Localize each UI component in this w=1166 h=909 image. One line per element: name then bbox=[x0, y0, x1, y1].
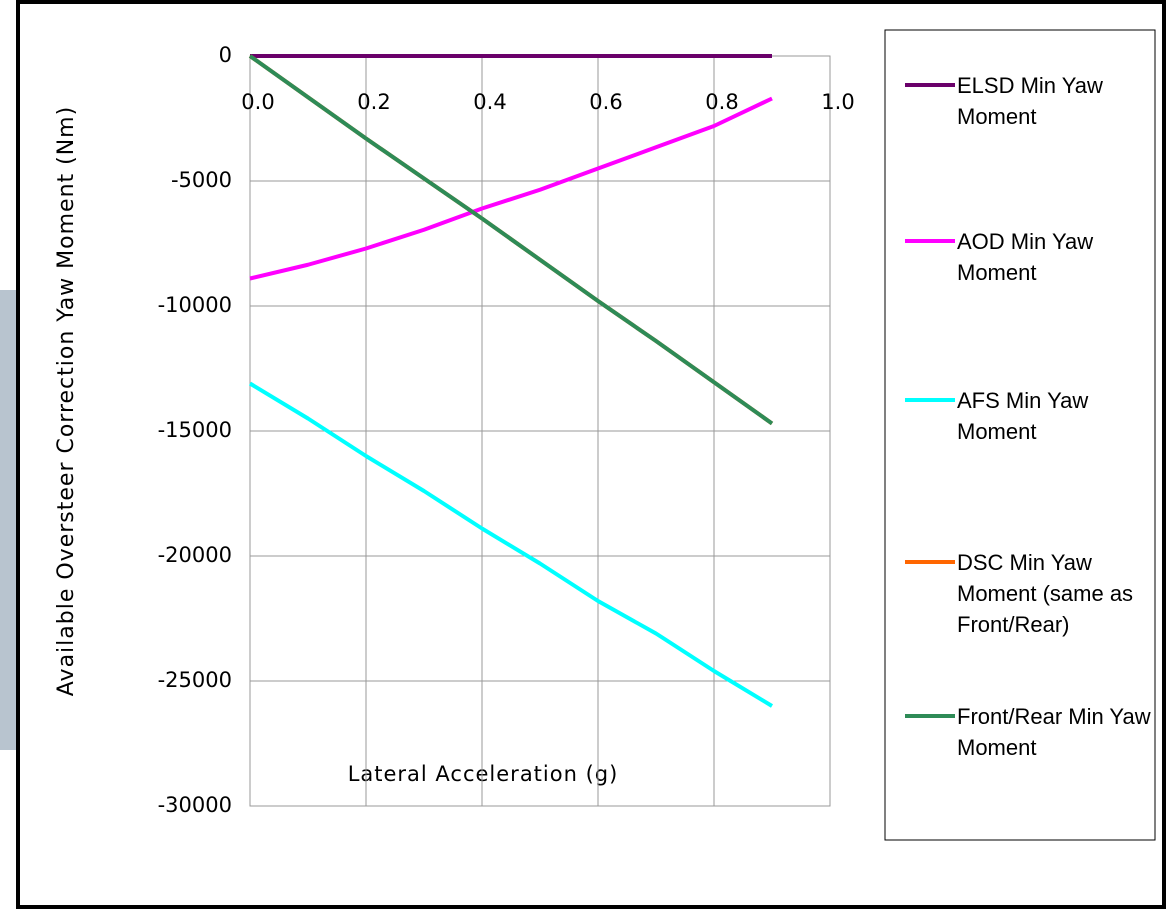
y-tick-label: -5000 bbox=[171, 168, 232, 192]
legend-label: Front/Rear Min Yaw Moment bbox=[957, 701, 1153, 763]
x-tick-label: 0.4 bbox=[473, 90, 506, 114]
y-tick-label: -30000 bbox=[158, 793, 232, 817]
x-tick-label: 0.2 bbox=[357, 90, 390, 114]
y-tick-label: -20000 bbox=[158, 543, 232, 567]
x-tick-label: 0.8 bbox=[705, 90, 738, 114]
legend-label: AOD Min Yaw Moment bbox=[957, 226, 1153, 288]
legend-label: AFS Min Yaw Moment bbox=[957, 385, 1153, 447]
x-tick-label: 0.6 bbox=[589, 90, 622, 114]
x-tick-label: 1.0 bbox=[821, 90, 854, 114]
y-tick-label: 0 bbox=[219, 43, 232, 67]
legend-label: DSC Min Yaw Moment (same as Front/Rear) bbox=[957, 547, 1153, 640]
background-fragment bbox=[0, 290, 16, 750]
y-axis-title: Available Oversteer Correction Yaw Momen… bbox=[51, 51, 113, 751]
y-tick-label: -25000 bbox=[158, 668, 232, 692]
chart-frame: Lateral Acceleration (g) -30000 -25000 -20… bbox=[0, 0, 1166, 909]
x-axis-title: Lateral Acceleration (g) bbox=[348, 762, 619, 786]
y-tick-label: -15000 bbox=[158, 418, 232, 442]
legend-label: ELSD Min Yaw Moment bbox=[957, 70, 1153, 132]
x-tick-label: 0.0 bbox=[241, 90, 274, 114]
chart: Lateral Acceleration (g) -30000 -25000 -20… bbox=[0, 0, 1166, 909]
y-tick-label: -10000 bbox=[158, 293, 232, 317]
